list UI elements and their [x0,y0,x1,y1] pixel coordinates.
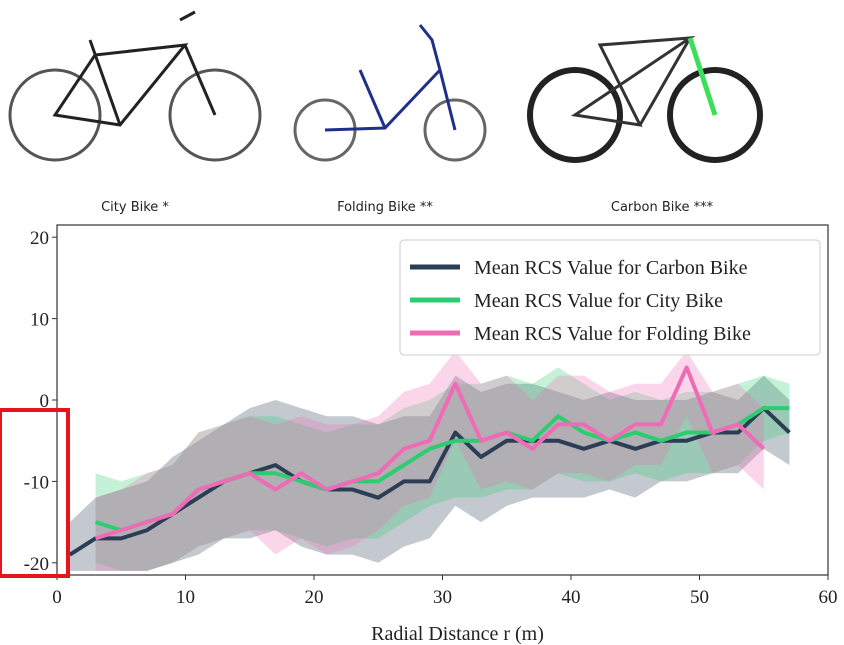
x-tick-label: 20 [305,587,324,608]
x-tick-label: 60 [819,587,838,608]
photo-caption: Carbon Bike *** [611,200,714,215]
legend-label: Mean RCS Value for Folding Bike [474,323,751,345]
x-tick-label: 10 [176,587,195,608]
x-tick-label: 30 [433,587,452,608]
city-bike-icon [10,12,260,160]
legend-label: Mean RCS Value for Carbon Bike [474,257,748,279]
y-tick-label: 20 [30,228,49,249]
y-tick-label: -10 [24,472,49,493]
carbon-bike-icon [530,38,760,160]
page: City Bike * Folding Bike ** Carbon Bike … [0,0,844,645]
x-axis-label: Radial Distance r (m) [371,623,544,645]
x-tick-label: 40 [562,587,581,608]
bike-photos [10,12,760,160]
folding-bike-icon [295,25,485,160]
y-tick-label: 10 [30,310,49,331]
photo-caption: City Bike * [101,200,169,215]
photo-caption: Folding Bike ** [337,200,433,215]
x-tick-label: 0 [52,587,62,608]
x-tick-label: 50 [690,587,709,608]
y-tick-label: -20 [24,554,49,575]
legend-label: Mean RCS Value for City Bike [474,290,723,312]
